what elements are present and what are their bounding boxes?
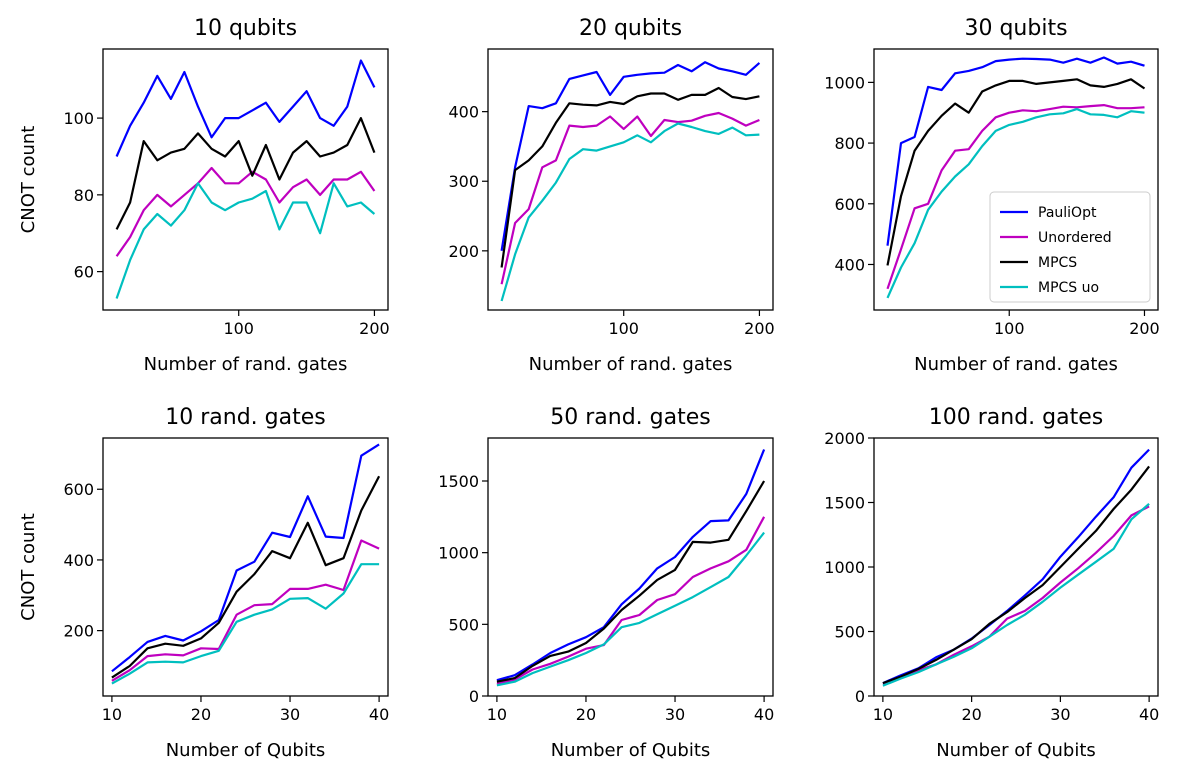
x-tick-label: 10 [102, 705, 122, 724]
series-line-mpcs-uo [886, 107, 1145, 299]
plot-frame [102, 48, 389, 311]
y-tick-label: 80 [74, 186, 94, 205]
x-axis-label: Number of Qubits [936, 740, 1096, 761]
x-tick-label: 10 [873, 705, 893, 724]
series-line-mpcs-uo [882, 502, 1150, 687]
x-tick-label: 20 [961, 705, 981, 724]
series-line-mpcs-uo [496, 531, 765, 687]
y-tick-label: 1500 [438, 472, 479, 491]
legend-label: PauliOpt [1038, 205, 1097, 221]
series-line-mpcs [111, 475, 381, 679]
y-tick-label: 500 [448, 615, 479, 634]
y-tick-label: 100 [63, 109, 94, 128]
series-line-pauliopt [115, 59, 376, 157]
y-tick-label: 400 [63, 551, 94, 570]
y-tick-label: 500 [834, 623, 865, 642]
x-tick-label: 40 [754, 705, 774, 724]
plot-frame [487, 437, 774, 697]
x-tick-label: 100 [994, 319, 1025, 338]
chart-panel-2: 100 200 200 300 400 20 qubits Number of rand. … [448, 16, 774, 375]
series-line-mpcs [500, 86, 760, 268]
legend-label: Unordered [1038, 230, 1112, 246]
plot-frame [102, 437, 389, 697]
series-line-unordered [500, 111, 760, 285]
y-tick-label: 200 [448, 242, 479, 261]
x-tick-label: 10 [487, 705, 507, 724]
y-tick-label: 800 [834, 134, 865, 153]
x-tick-label: 40 [1139, 705, 1159, 724]
panel-title: 20 qubits [579, 16, 682, 41]
y-tick-label: 0 [469, 687, 479, 706]
x-tick-label: 30 [1050, 705, 1070, 724]
series-line-unordered [115, 166, 376, 257]
y-tick-label: 400 [448, 103, 479, 122]
x-tick-label: 200 [1129, 319, 1160, 338]
y-tick-label: 1500 [824, 494, 865, 513]
y-tick-label: 1000 [824, 73, 865, 92]
y-tick-label: 300 [448, 172, 479, 191]
x-axis-label: Number of Qubits [551, 740, 711, 761]
x-axis-label: Number of Qubits [166, 740, 326, 761]
series-line-mpcs [882, 465, 1150, 685]
series-line-unordered [882, 505, 1150, 685]
chart-panel-3: 100 200 400 600 800 1000 30 qubits Number of ra… [824, 16, 1159, 375]
plot-frame [873, 48, 1159, 311]
series-line-mpcs-uo [111, 563, 380, 685]
y-tick-label: 400 [834, 255, 865, 274]
chart-panel-4: 10 20 30 40 200 400 600 10 rand. gates Number of… [18, 405, 389, 761]
series-line-unordered [496, 516, 766, 685]
legend-label: MPCS [1038, 255, 1077, 271]
y-axis-label: CNOT count [18, 513, 39, 621]
x-tick-label: 30 [280, 705, 300, 724]
x-axis-label: Number of rand. gates [529, 354, 733, 375]
panel-title: 50 rand. gates [550, 405, 710, 430]
x-tick-label: 100 [608, 319, 639, 338]
panel-title: 100 rand. gates [929, 405, 1103, 430]
y-tick-label: 1000 [438, 544, 479, 563]
y-tick-label: 200 [63, 622, 94, 641]
y-axis-label: CNOT count [18, 126, 39, 234]
x-tick-label: 20 [576, 705, 596, 724]
panel-title: 30 qubits [964, 16, 1067, 41]
series-line-mpcs [886, 78, 1146, 266]
y-tick-label: 600 [63, 480, 94, 499]
x-tick-label: 30 [665, 705, 685, 724]
plot-frame [487, 48, 774, 311]
x-tick-label: 200 [359, 319, 390, 338]
chart-panel-1: 100 200 60 80 100 10 qubits Number of rand. ga… [18, 16, 390, 375]
legend-box [989, 191, 1151, 303]
plot-frame [873, 437, 1159, 697]
x-tick-label: 100 [223, 319, 254, 338]
series-line-pauliopt [496, 449, 766, 682]
chart-panel-5: 10 20 30 40 0 500 1000 1500 50 rand. gates Number… [438, 405, 774, 761]
series-line-pauliopt [886, 56, 1145, 246]
series-line-mpcs [496, 480, 766, 683]
y-tick-label: 60 [74, 263, 94, 282]
series-line-pauliopt [500, 61, 761, 251]
x-tick-label: 200 [744, 319, 775, 338]
y-tick-label: 0 [855, 687, 865, 706]
legend-label: MPCS uo [1038, 280, 1099, 296]
chart-panel-6: 10 20 30 40 0 500 1000 1500 2000 100 rand. gates N… [824, 405, 1159, 761]
series-line-unordered [111, 539, 380, 682]
series-line-mpcs [115, 116, 376, 230]
panel-title: 10 rand. gates [165, 405, 325, 430]
series-line-mpcs-uo [500, 122, 760, 302]
x-axis-label: Number of rand. gates [914, 354, 1118, 375]
series-line-mpcs-uo [115, 182, 376, 299]
x-tick-label: 20 [191, 705, 211, 724]
legend: PauliOpt Unordered MPCS MPCS uo [989, 191, 1151, 303]
y-tick-label: 600 [834, 195, 865, 214]
series-line-unordered [886, 103, 1145, 290]
y-tick-label: 1000 [824, 558, 865, 577]
x-axis-label: Number of rand. gates [144, 354, 348, 375]
panel-title: 10 qubits [194, 16, 297, 41]
series-line-pauliopt [882, 448, 1150, 685]
series-line-pauliopt [111, 443, 380, 673]
y-tick-label: 2000 [824, 429, 865, 448]
x-tick-label: 40 [369, 705, 389, 724]
